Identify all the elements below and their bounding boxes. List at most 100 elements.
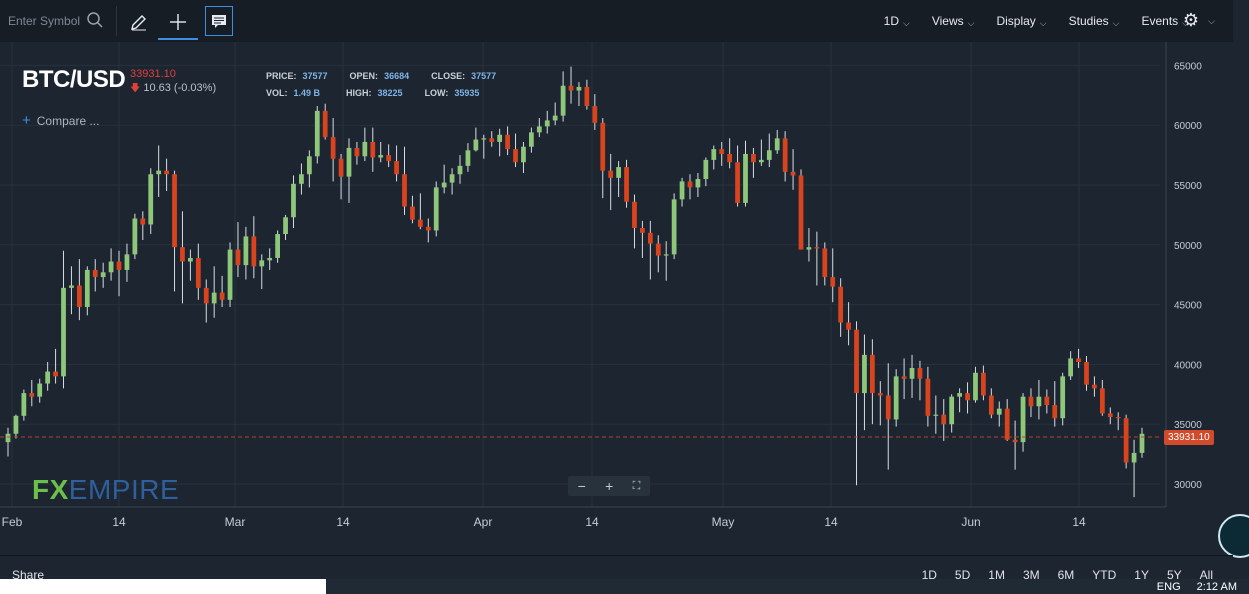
menu-display[interactable]: Display ⌵: [996, 14, 1046, 28]
crosshair-icon[interactable]: [158, 6, 198, 40]
candle-down: [1044, 396, 1050, 406]
candle-down: [600, 122, 606, 171]
low-label: LOW:: [424, 88, 449, 98]
fullscreen-icon[interactable]: ⛶: [632, 479, 641, 492]
candle-up: [13, 415, 19, 434]
menu-studies[interactable]: Studies ⌵: [1069, 14, 1120, 28]
plus-icon: +: [22, 112, 31, 129]
candle-up: [703, 159, 709, 180]
candle-up: [529, 132, 534, 147]
candle-down: [92, 269, 98, 278]
candle-up: [973, 372, 978, 401]
candlestick-chart[interactable]: 30000 35000 40000 45000 50000 55000 60000 65000…: [0, 42, 1233, 540]
candle-up: [933, 414, 939, 416]
candle-up: [227, 249, 233, 300]
close-value: 37577: [471, 71, 497, 81]
share-button[interactable]: Share: [12, 568, 45, 582]
price-change-value: 10.63 (-0.03%): [143, 82, 217, 94]
range-ytd[interactable]: YTD: [1092, 568, 1117, 582]
notification-bell-icon[interactable]: [1218, 514, 1249, 558]
candle-up: [243, 236, 249, 266]
candle-down: [410, 206, 415, 220]
candle-up: [61, 287, 66, 377]
candle-up: [766, 150, 772, 160]
range-5y[interactable]: 5Y: [1166, 568, 1182, 582]
candle-down: [219, 292, 225, 300]
symbol-input[interactable]: [6, 10, 88, 32]
y-tick-label: 60000: [1174, 121, 1202, 132]
candle-down: [854, 329, 859, 394]
range-5d[interactable]: 5D: [954, 568, 971, 582]
candle-down: [965, 393, 970, 401]
menu-events[interactable]: Events ⌵: [1141, 14, 1189, 28]
chat-icon[interactable]: [205, 6, 233, 36]
zoom-in-icon[interactable]: +: [605, 478, 614, 494]
range-1d[interactable]: 1D: [921, 568, 937, 582]
pencil-icon[interactable]: [126, 6, 152, 38]
chevron-down-icon: ⌵: [1112, 17, 1120, 28]
candle-down: [632, 201, 637, 229]
range-1m[interactable]: 1M: [988, 568, 1005, 582]
top-menu: 1D ⌵ Views ⌵ Display ⌵ Studies ⌵ Events ⌵: [884, 14, 1189, 28]
candle-down: [798, 175, 804, 250]
menu-views[interactable]: Views ⌵: [932, 14, 975, 28]
gear-icon[interactable]: ⚙: [1182, 10, 1199, 30]
candle-down: [592, 106, 598, 123]
candle-down: [53, 371, 58, 377]
range-3m[interactable]: 3M: [1022, 568, 1040, 582]
candle-up: [275, 234, 281, 258]
compare-button[interactable]: + Compare ...: [22, 112, 99, 129]
arrow-down-icon: 🡇: [130, 83, 141, 94]
candle-down: [164, 170, 169, 175]
fxempire-logo: FXEMPIRE: [32, 474, 179, 506]
candle-down: [751, 153, 756, 163]
candle-up: [996, 408, 1002, 415]
os-taskbar: ENG 2:12 AM: [0, 579, 1249, 594]
candle-down: [195, 257, 201, 288]
range-all[interactable]: All: [1199, 568, 1213, 582]
candle-down: [1099, 388, 1105, 414]
candle-up: [560, 85, 566, 116]
symbol-title: BTC/USD: [22, 66, 126, 93]
candle-down: [1012, 439, 1018, 443]
last-price: 33931.10: [130, 68, 176, 80]
candle-down: [505, 134, 510, 150]
price-label: PRICE:: [266, 71, 297, 81]
menu-interval[interactable]: 1D ⌵: [884, 14, 910, 28]
range-1y[interactable]: 1Y: [1134, 568, 1149, 582]
candle-up: [124, 254, 130, 270]
candle-down: [830, 277, 836, 287]
candle-down: [417, 219, 423, 227]
taskbar-search[interactable]: [0, 579, 326, 594]
candle-up: [5, 433, 11, 443]
language-indicator[interactable]: ENG: [1156, 581, 1181, 593]
chevron-down-icon[interactable]: ⌵: [1208, 16, 1215, 26]
y-tick-label: 55000: [1174, 181, 1202, 192]
vol-label: VOL:: [266, 88, 288, 98]
candle-down: [846, 322, 851, 330]
search-icon[interactable]: [86, 11, 104, 29]
range-6m[interactable]: 6M: [1057, 568, 1075, 582]
candle-down: [180, 247, 185, 262]
candle-down: [1076, 358, 1081, 363]
candle-down: [1028, 396, 1034, 407]
candle-up: [259, 260, 265, 267]
candle-down: [1107, 413, 1113, 418]
clock[interactable]: 2:12 AM: [1196, 581, 1237, 593]
candle-down: [814, 247, 820, 249]
low-value: 35935: [454, 88, 480, 98]
candle-up: [497, 134, 503, 142]
chevron-down-icon: ⌵: [1182, 17, 1189, 28]
candle-down: [608, 170, 614, 178]
zoom-out-icon[interactable]: −: [577, 478, 586, 494]
candle-up: [893, 376, 899, 420]
x-tick-label: May: [712, 515, 735, 529]
candle-up: [695, 179, 701, 188]
candle-up: [378, 155, 384, 158]
candle-down: [941, 414, 947, 425]
menu-display-label: Display: [996, 14, 1036, 28]
candle-up: [449, 174, 455, 183]
menu-views-label: Views: [931, 14, 964, 28]
candle-down: [386, 155, 392, 162]
x-tick-label: 14: [1072, 515, 1086, 529]
